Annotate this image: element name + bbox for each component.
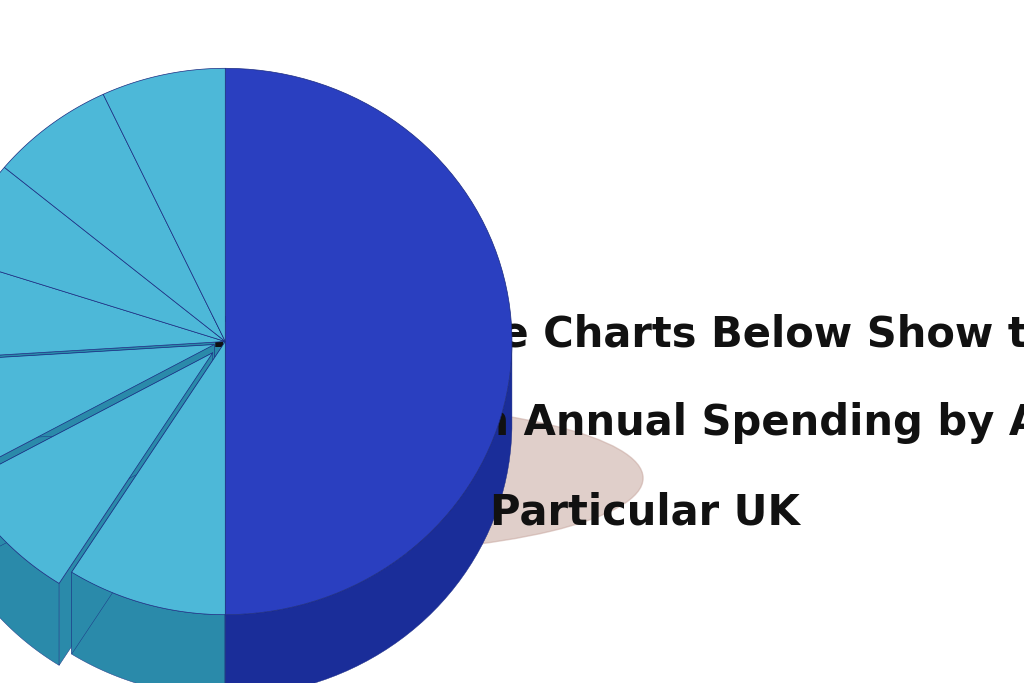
Polygon shape	[72, 572, 225, 683]
Polygon shape	[0, 167, 225, 342]
Ellipse shape	[12, 403, 643, 553]
Polygon shape	[0, 342, 225, 441]
Polygon shape	[72, 342, 225, 615]
Polygon shape	[72, 342, 225, 654]
Polygon shape	[59, 352, 213, 665]
Polygon shape	[225, 347, 512, 683]
Polygon shape	[4, 94, 225, 342]
Polygon shape	[0, 344, 214, 558]
Polygon shape	[0, 352, 213, 566]
Polygon shape	[225, 68, 512, 615]
Polygon shape	[103, 68, 225, 342]
Polygon shape	[0, 344, 214, 444]
Text: The Three Pie Charts Below Show the: The Three Pie Charts Below Show the	[205, 313, 1024, 356]
Polygon shape	[0, 352, 213, 583]
Polygon shape	[0, 484, 59, 665]
Text: Particular UK: Particular UK	[490, 491, 800, 533]
Polygon shape	[0, 344, 214, 476]
Text: Changes in Annual Spending by A: Changes in Annual Spending by A	[250, 402, 1024, 445]
Polygon shape	[0, 257, 225, 359]
